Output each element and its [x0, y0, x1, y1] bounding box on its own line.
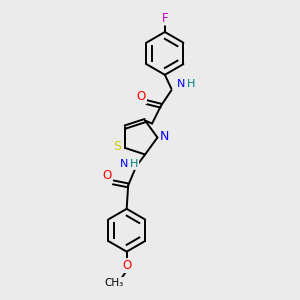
Text: CH₃: CH₃: [105, 278, 124, 288]
Text: H: H: [130, 159, 138, 169]
Text: H: H: [187, 79, 195, 89]
Text: F: F: [161, 11, 168, 25]
Text: N: N: [120, 159, 128, 169]
Text: O: O: [137, 90, 146, 103]
Text: O: O: [102, 169, 111, 182]
Text: S: S: [113, 140, 121, 153]
Text: O: O: [122, 259, 131, 272]
Text: N: N: [160, 130, 170, 142]
Text: N: N: [177, 79, 185, 89]
